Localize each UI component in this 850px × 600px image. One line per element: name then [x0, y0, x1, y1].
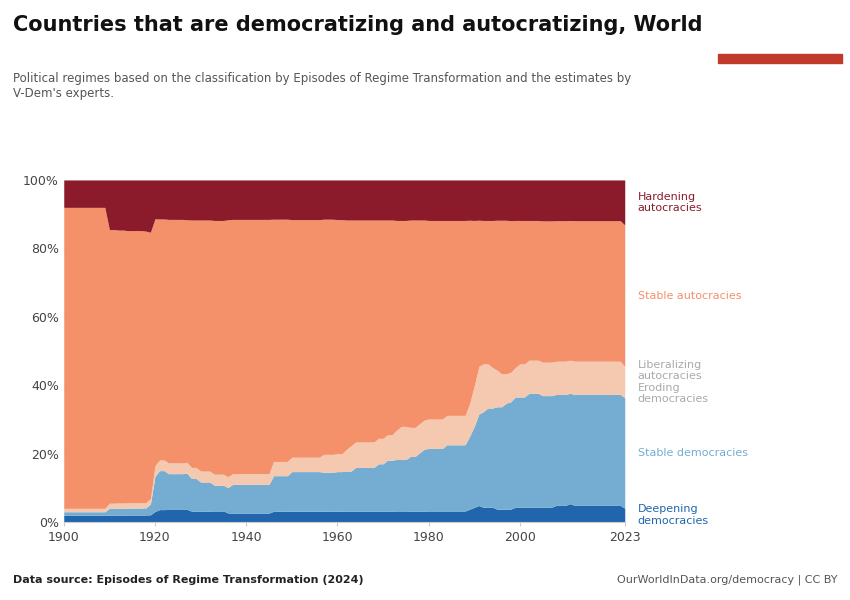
Text: Our World: Our World [746, 16, 813, 28]
Text: Countries that are democratizing and autocratizing, World: Countries that are democratizing and aut… [13, 15, 702, 35]
Text: Stable democracies: Stable democracies [638, 448, 747, 458]
Text: Data source: Episodes of Regime Transformation (2024): Data source: Episodes of Regime Transfor… [13, 575, 363, 585]
Text: Political regimes based on the classification by Episodes of Regime Transformati: Political regimes based on the classific… [13, 72, 631, 100]
Text: OurWorldInData.org/democracy | CC BY: OurWorldInData.org/democracy | CC BY [617, 575, 837, 585]
Text: in Data: in Data [756, 35, 804, 48]
Bar [718, 55, 842, 63]
Text: Deepening
democracies: Deepening democracies [638, 504, 709, 526]
Text: Hardening
autocracies: Hardening autocracies [638, 191, 702, 213]
Text: Liberalizing
autocracies
Eroding
democracies: Liberalizing autocracies Eroding democra… [638, 359, 709, 404]
Text: Stable autocracies: Stable autocracies [638, 291, 741, 301]
